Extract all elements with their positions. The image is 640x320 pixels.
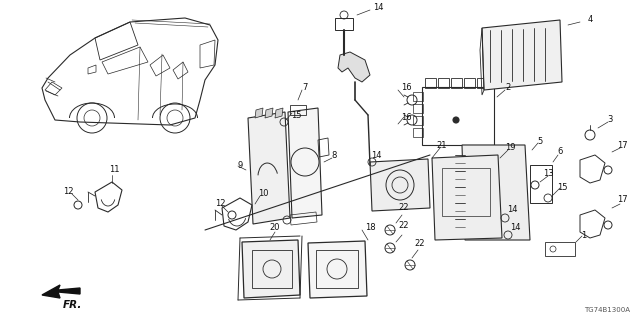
Text: TG74B1300A: TG74B1300A [584,307,630,313]
Text: 3: 3 [607,116,612,124]
Bar [438,78,449,88]
Text: 4: 4 [588,15,593,25]
Text: 17: 17 [617,140,627,149]
Bar [477,78,488,88]
Polygon shape [308,241,367,298]
Text: 17: 17 [617,196,627,204]
Text: 1: 1 [581,230,587,239]
Polygon shape [42,285,80,298]
Text: 21: 21 [436,140,447,149]
Text: 7: 7 [302,84,308,92]
Polygon shape [275,108,283,118]
Text: 18: 18 [365,223,375,233]
Bar [413,128,423,137]
Text: 11: 11 [109,165,119,174]
Circle shape [453,117,459,123]
Bar [290,105,306,115]
Text: 15: 15 [557,182,567,191]
Polygon shape [248,112,290,224]
Bar [545,242,575,256]
Polygon shape [462,145,530,240]
Text: 9: 9 [237,161,243,170]
Text: 22: 22 [399,203,409,212]
Bar [451,78,462,88]
Bar [335,18,353,30]
Polygon shape [370,159,430,211]
Text: 12: 12 [63,188,73,196]
Text: FR.: FR. [62,300,82,310]
Bar [413,116,423,125]
Bar [316,250,358,288]
Polygon shape [242,240,300,298]
Polygon shape [338,52,370,82]
Text: 20: 20 [269,223,280,233]
Text: 19: 19 [505,142,515,151]
Bar [252,250,292,288]
Polygon shape [482,20,562,90]
Polygon shape [265,108,273,118]
Text: 22: 22 [399,220,409,229]
Bar [422,87,494,145]
Bar [413,92,423,101]
Text: 6: 6 [557,148,563,156]
Text: 10: 10 [258,188,268,197]
Text: 14: 14 [372,4,383,12]
Text: 14: 14 [509,222,520,231]
Polygon shape [288,108,322,218]
Bar [413,104,423,113]
Polygon shape [432,155,502,240]
Text: 14: 14 [371,150,381,159]
Text: 8: 8 [332,150,337,159]
Text: 2: 2 [506,84,511,92]
Text: 13: 13 [543,169,554,178]
Polygon shape [255,108,263,118]
Text: 14: 14 [507,205,517,214]
Bar [530,165,552,203]
Text: 5: 5 [538,138,543,147]
Text: 22: 22 [415,238,425,247]
Bar [425,78,436,88]
Text: 16: 16 [401,84,412,92]
Bar [442,168,490,216]
Text: 12: 12 [215,198,225,207]
Text: 15: 15 [291,110,301,119]
Bar [464,78,475,88]
Text: 16: 16 [401,114,412,123]
